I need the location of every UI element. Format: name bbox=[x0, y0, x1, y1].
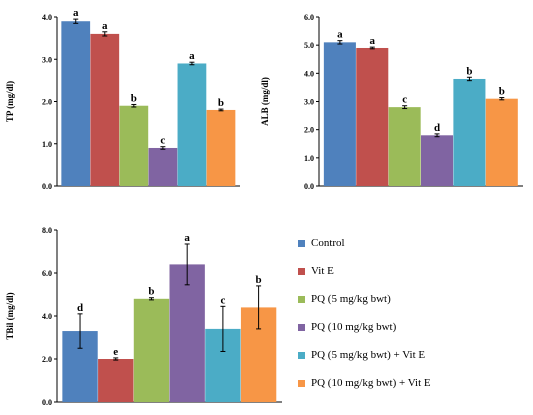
chart-tp: 0.0 1.0 2.0 3.0 4.0 TP (mg/dl) a a b c a b bbox=[5, 7, 240, 191]
bar bbox=[388, 107, 421, 186]
chart-tbil: 0.0 2.0 4.0 6.0 8.0 TBil (mg/dl) d e b a c b bbox=[5, 226, 282, 407]
y-tick-label: 4.0 bbox=[42, 13, 52, 22]
significance-letter: a bbox=[189, 50, 195, 62]
y-tick-label: 4.0 bbox=[304, 69, 314, 78]
significance-letter: a bbox=[337, 29, 343, 41]
chart-alb: 0.0 1.0 2.0 3.0 4.0 5.0 6.0 ALB (mg/dl) a a c d b b bbox=[260, 13, 523, 191]
y-tick-label: 0.0 bbox=[304, 182, 314, 191]
legend-label: PQ (5 mg/kg bwt) + Vit E bbox=[311, 349, 426, 361]
bar bbox=[90, 33, 120, 187]
y-axis-label: TBil (mg/dl) bbox=[5, 292, 15, 339]
y-tick-label: 5.0 bbox=[304, 41, 314, 50]
y-tick-label: 2.0 bbox=[304, 126, 314, 135]
significance-letter: b bbox=[131, 92, 137, 104]
significance-letter: c bbox=[220, 294, 225, 306]
legend-label: PQ (10 mg/kg bwt) bbox=[311, 321, 397, 333]
y-tick-label: 2.0 bbox=[42, 355, 52, 364]
bar bbox=[98, 359, 134, 402]
y-tick-label: 6.0 bbox=[304, 13, 314, 22]
bar bbox=[177, 63, 207, 186]
y-tick-label: 8.0 bbox=[42, 226, 52, 235]
significance-letter: a bbox=[370, 35, 376, 47]
significance-letter: a bbox=[184, 232, 190, 244]
legend-label: Vit E bbox=[311, 265, 334, 277]
bar bbox=[485, 98, 518, 186]
y-tick-label: 1.0 bbox=[304, 154, 314, 163]
legend-item-pq10: PQ (10 mg/kg bwt) bbox=[298, 320, 396, 334]
legend-swatch bbox=[298, 239, 305, 247]
bar bbox=[453, 78, 486, 186]
y-tick-label: 2.0 bbox=[42, 98, 52, 107]
y-tick-label: 3.0 bbox=[42, 55, 52, 64]
bar bbox=[323, 42, 356, 186]
significance-letter: a bbox=[102, 20, 108, 32]
y-axis-label: ALB (mg/dl) bbox=[260, 77, 270, 126]
bar bbox=[61, 21, 91, 186]
y-axis-label: TP (mg/dl) bbox=[5, 81, 15, 122]
bar bbox=[206, 109, 236, 186]
legend-item-pq10-vit-e: PQ (10 mg/kg bwt) + Vit E bbox=[298, 376, 431, 390]
legend-item-control: Control bbox=[298, 236, 345, 250]
significance-letter: e bbox=[113, 346, 118, 358]
bar bbox=[148, 147, 178, 186]
y-tick-label: 0.0 bbox=[42, 182, 52, 191]
y-tick-label: 3.0 bbox=[304, 98, 314, 107]
significance-letter: c bbox=[402, 94, 407, 106]
legend-item-pq5-vit-e: PQ (5 mg/kg bwt) + Vit E bbox=[298, 348, 425, 362]
bar bbox=[421, 135, 454, 186]
y-tick-label: 0.0 bbox=[42, 398, 52, 407]
significance-letter: b bbox=[218, 97, 224, 109]
legend-swatch bbox=[298, 295, 305, 303]
y-tick-label: 6.0 bbox=[42, 269, 52, 278]
significance-letter: d bbox=[77, 302, 83, 314]
bar bbox=[119, 105, 149, 186]
significance-letter: b bbox=[499, 86, 505, 98]
significance-letter: a bbox=[73, 7, 79, 19]
legend-swatch bbox=[298, 267, 305, 275]
significance-letter: b bbox=[256, 274, 262, 286]
significance-letter: d bbox=[434, 122, 440, 134]
significance-letter: b bbox=[148, 286, 154, 298]
bar bbox=[356, 47, 389, 186]
legend-swatch bbox=[298, 379, 305, 387]
bar bbox=[133, 298, 170, 402]
significance-letter: b bbox=[466, 65, 472, 77]
legend-swatch bbox=[298, 351, 305, 359]
legend-swatch bbox=[298, 323, 305, 331]
significance-letter: c bbox=[160, 135, 165, 147]
legend-label: PQ (10 mg/kg bwt) + Vit E bbox=[311, 377, 431, 389]
y-tick-label: 1.0 bbox=[42, 140, 52, 149]
legend-label: Control bbox=[311, 237, 345, 249]
legend-label: PQ (5 mg/kg bwt) bbox=[311, 293, 391, 305]
legend-item-pq5: PQ (5 mg/kg bwt) bbox=[298, 292, 391, 306]
y-tick-label: 4.0 bbox=[42, 312, 52, 321]
bar bbox=[169, 264, 205, 402]
legend-item-vit-e: Vit E bbox=[298, 264, 334, 278]
